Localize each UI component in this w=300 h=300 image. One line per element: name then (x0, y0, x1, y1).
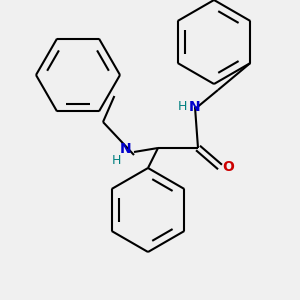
Text: H: H (177, 100, 187, 113)
Text: H: H (111, 154, 121, 166)
Text: N: N (189, 100, 201, 114)
Text: O: O (222, 160, 234, 174)
Text: N: N (120, 142, 132, 156)
